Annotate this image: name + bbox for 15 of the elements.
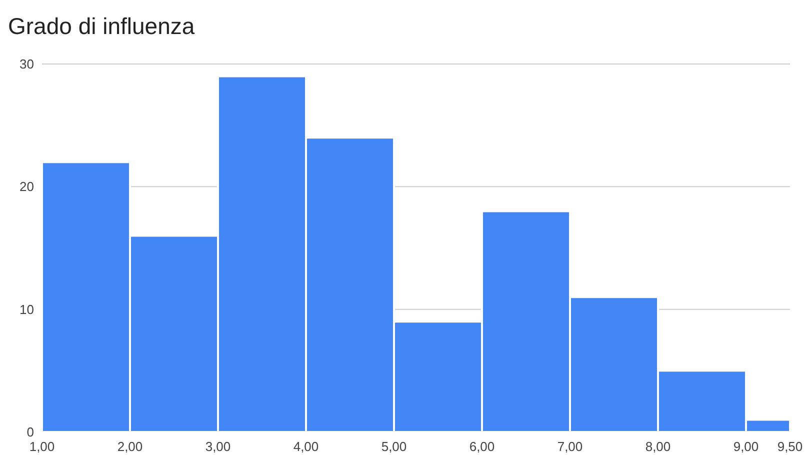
y-tick-label: 30 xyxy=(20,56,34,72)
x-tick-label: 6,00 xyxy=(469,439,495,454)
x-tick-label: 7,00 xyxy=(557,439,583,454)
y-tick-label: 0 xyxy=(26,424,34,440)
y-tick-label: 10 xyxy=(20,302,34,317)
chart-title: Grado di influenza xyxy=(8,13,195,39)
x-tick-label: 8,00 xyxy=(645,439,671,454)
x-tick-label: 5,00 xyxy=(381,439,407,454)
x-tick-label: 1,00 xyxy=(29,439,55,454)
x-tick-label: 9,50 xyxy=(777,439,803,454)
x-tick-label: 2,00 xyxy=(117,439,143,454)
x-tick-label: 3,00 xyxy=(205,439,231,454)
x-tick-label: 9,00 xyxy=(733,439,759,454)
y-tick-label: 20 xyxy=(20,179,34,194)
x-tick-label: 4,00 xyxy=(293,439,319,454)
